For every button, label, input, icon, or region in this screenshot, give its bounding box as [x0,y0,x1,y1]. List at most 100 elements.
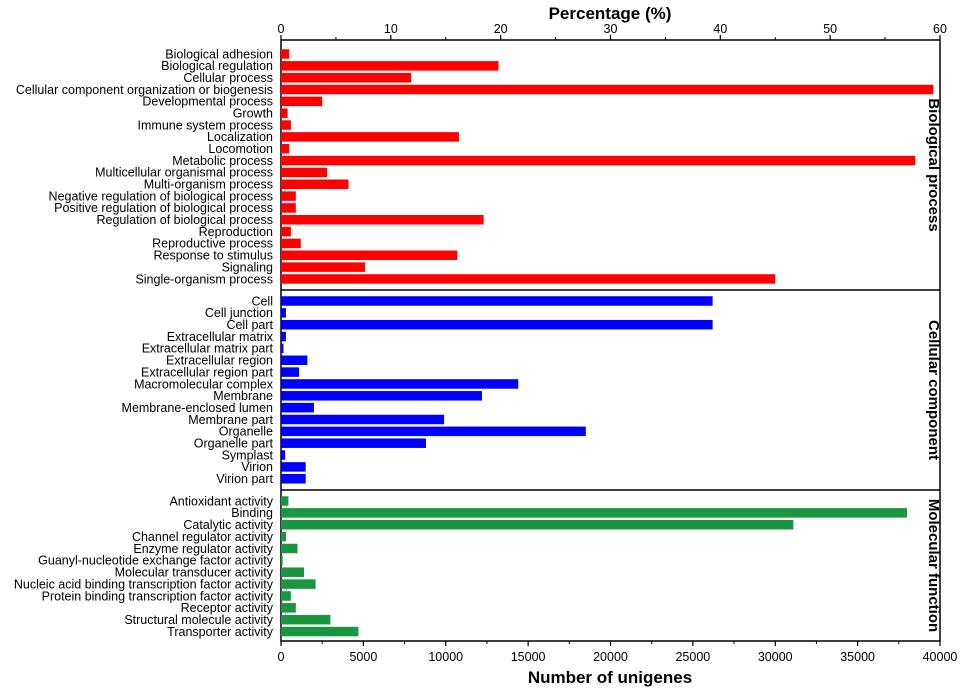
bar [281,72,412,83]
top-tick-label: 40 [713,22,727,36]
category-label: Extracellular matrix [167,330,274,344]
bar [281,591,291,601]
bar [281,226,291,237]
bar [281,250,458,261]
bottom-tick-label: 5000 [349,650,377,664]
top-tick-label: 60 [933,22,947,36]
bar [281,355,308,365]
category-label: Nucleic acid binding transcription facto… [14,577,274,591]
category-label: Extracellular region part [141,365,274,379]
bar [281,438,426,448]
category-label: Cell [251,294,273,308]
bar [281,203,296,213]
bar [281,462,306,472]
top-tick-label: 20 [494,22,508,36]
category-label: Binding [231,506,273,520]
bottom-tick-label: 30000 [758,650,793,664]
bar [281,84,934,95]
category-label: Organelle [219,425,273,439]
bar [281,143,290,154]
category-label: Cellular component organization or bioge… [16,83,273,97]
bottom-tick-label: 35000 [840,650,875,664]
category-label: Antioxidant activity [169,494,273,508]
bar [281,343,284,354]
bar [281,331,286,342]
bottom-tick-label: 15000 [511,650,546,664]
bar [281,414,445,425]
category-label: Receptor activity [181,601,274,615]
category-label: Regulation of biological process [97,213,274,227]
bar [281,108,288,118]
bar [281,238,301,249]
category-label: Response to stimulus [153,249,273,263]
bar [281,132,459,142]
bar [281,496,289,506]
category-label: Enzyme regulator activity [133,542,273,556]
category-label: Multi-organism process [144,178,273,192]
category-label: Locomotion [208,142,273,156]
category-label: Positive regulation of biological proces… [54,201,273,215]
bar [281,555,283,566]
bar [281,179,349,189]
bar [281,96,323,107]
category-label: Guanyl-nucleotide exchange factor activi… [38,554,274,568]
category-label: Membrane [213,389,273,403]
bar [281,379,519,389]
category-label: Extracellular region [166,354,273,368]
category-label: Single-organism process [135,272,273,286]
category-label: Cell part [226,318,273,332]
category-label: Virion [241,460,273,474]
bottom-tick-label: 20000 [593,650,628,664]
bar [281,603,296,613]
plot-frame [280,35,941,646]
category-label: Structural molecule activity [124,613,273,627]
category-label: Developmental process [142,95,273,109]
top-axis-title: Percentage (%) [549,4,672,23]
top-tick-label: 30 [604,22,618,36]
category-label: Protein binding transcription factor act… [42,589,274,603]
category-label: Reproductive process [152,237,273,251]
category-label: Catalytic activity [183,518,273,532]
bar [281,531,286,542]
category-label: Biological adhesion [165,47,273,61]
section-titles: Biological process Cellular component Mole… [925,98,942,632]
plot-border [280,39,941,642]
category-label: Multicellular organismal process [95,166,273,180]
bar [281,519,794,530]
category-label: Cellular process [183,71,273,85]
category-label: Extracellular matrix part [142,342,274,356]
category-label: Negative regulation of biological proces… [49,189,273,203]
bar [281,49,290,59]
category-label: Growth [233,107,273,121]
bar [281,191,296,201]
category-label: Biological regulation [161,59,273,73]
bar [281,367,300,377]
bar [281,402,314,413]
category-label: Symplast [222,448,274,462]
bottom-tick-label: 40000 [923,650,958,664]
category-label: Molecular transducer activity [115,566,274,580]
bar [281,274,776,284]
bottom-tick-label: 0 [278,650,285,664]
bar [281,215,484,225]
bottom-tick-label: 10000 [428,650,463,664]
bar [281,262,366,272]
top-tick-label: 10 [384,22,398,36]
category-label: Signaling [222,260,273,274]
bar [281,61,499,71]
section-title: Cellular component [925,320,942,460]
bottom-tick-label: 25000 [675,650,710,664]
bar [281,155,916,166]
category-label: Channel regulator activity [132,530,274,544]
bar [281,167,328,178]
bar [281,426,586,437]
bar [281,296,713,306]
bar [281,508,908,518]
category-label: Macromolecular complex [134,377,274,391]
category-label: Transporter activity [167,625,274,639]
bar [281,319,713,330]
section-title: Biological process [925,98,942,231]
category-label: Reproduction [199,225,273,239]
